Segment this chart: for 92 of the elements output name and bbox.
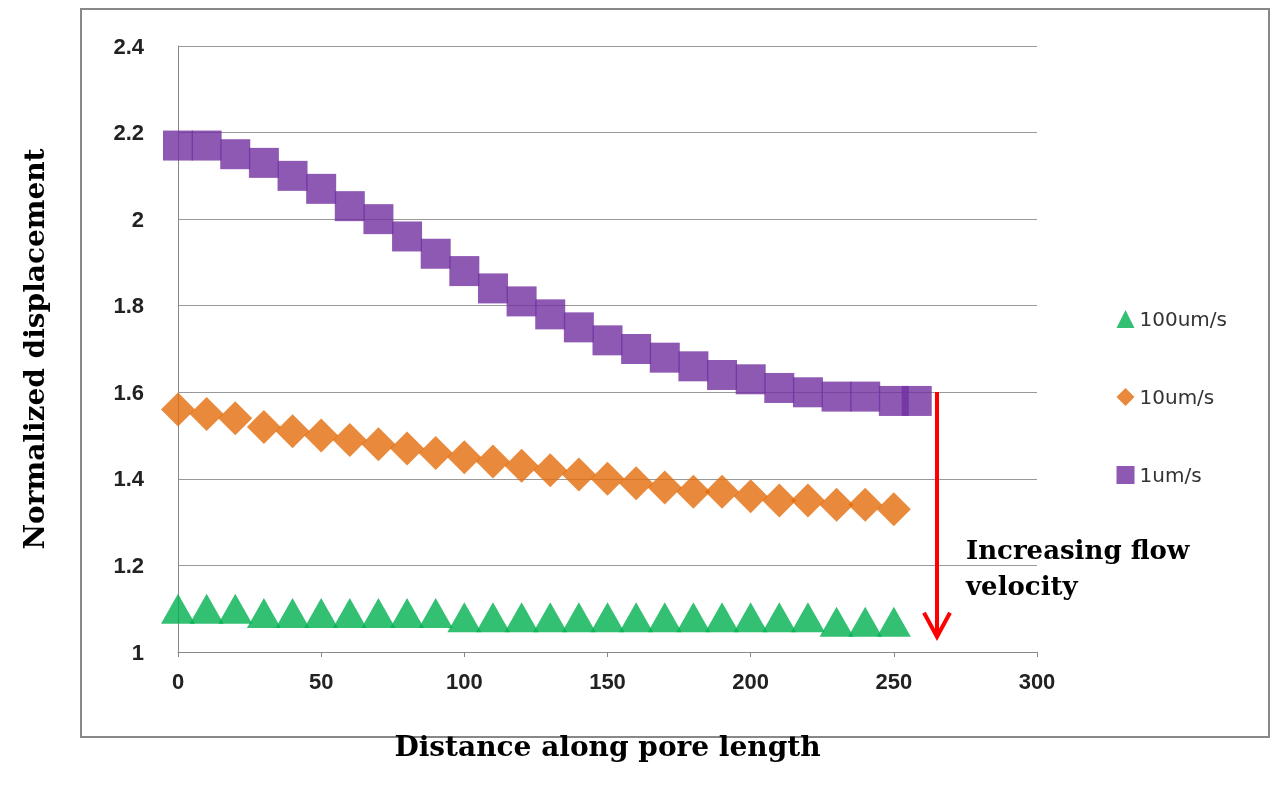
point <box>246 409 281 444</box>
point <box>563 312 594 343</box>
x-tick-label: 100 <box>445 668 483 694</box>
point <box>649 342 680 373</box>
y-tick-label: 1 <box>131 639 144 665</box>
y-tick-label: 2.2 <box>113 120 144 146</box>
x-tick-label: 250 <box>875 668 913 694</box>
x-tick-label: 150 <box>589 668 626 694</box>
point <box>848 487 883 522</box>
point <box>561 602 596 633</box>
point <box>819 487 854 522</box>
point <box>334 191 365 222</box>
point <box>733 602 768 633</box>
point <box>535 299 566 330</box>
point <box>876 606 911 637</box>
y-tick-label: 1.8 <box>113 293 144 319</box>
point <box>246 598 281 629</box>
annotation: Increasing flow velocity <box>966 534 1191 603</box>
point <box>676 474 711 509</box>
point <box>790 602 825 633</box>
point <box>533 453 568 488</box>
point <box>447 440 482 475</box>
x-tick-label: 200 <box>732 668 770 694</box>
point <box>504 448 539 483</box>
point <box>418 598 453 629</box>
legend-label: 1um/s <box>1139 463 1202 487</box>
y-axis-title: Normalized displacement <box>17 148 51 550</box>
legend-label: 100um/s <box>1139 307 1228 331</box>
point <box>191 130 222 161</box>
point <box>161 392 195 427</box>
point <box>821 381 852 412</box>
x-tick-label: 300 <box>1018 668 1056 694</box>
point <box>592 325 623 356</box>
point <box>676 602 711 633</box>
y-tick-label: 1.2 <box>113 552 144 578</box>
point <box>901 385 932 416</box>
point <box>332 598 367 629</box>
point <box>850 381 881 412</box>
point <box>449 256 480 287</box>
point <box>647 470 682 505</box>
y-tick-label: 2 <box>131 206 144 232</box>
point <box>590 602 625 633</box>
y-tick-label: 1.4 <box>113 466 145 492</box>
point <box>762 602 797 633</box>
point <box>218 401 253 436</box>
point <box>418 435 453 470</box>
point <box>619 466 654 501</box>
point <box>332 422 367 457</box>
point <box>475 444 510 479</box>
point <box>621 334 652 364</box>
point <box>876 492 911 527</box>
y-tick-label: 1.6 <box>113 379 144 405</box>
point <box>447 602 482 633</box>
point <box>477 273 508 304</box>
point <box>707 359 738 390</box>
point <box>792 377 823 408</box>
point <box>504 602 539 633</box>
point <box>277 160 308 191</box>
x-axis-title: Distance along pore length <box>394 729 821 763</box>
point <box>647 602 682 633</box>
x-tick-label: 50 <box>308 668 334 694</box>
point <box>248 147 279 178</box>
point <box>561 457 596 492</box>
point <box>390 431 425 466</box>
point <box>733 479 768 514</box>
legend-label: 10um/s <box>1139 385 1215 409</box>
point <box>275 598 310 629</box>
point <box>361 598 396 629</box>
point <box>306 173 337 204</box>
point <box>163 130 193 161</box>
point <box>420 238 451 269</box>
point <box>363 204 394 235</box>
point <box>304 418 339 453</box>
point <box>790 483 825 518</box>
point <box>275 414 310 449</box>
point <box>189 593 224 624</box>
point <box>735 364 766 395</box>
point <box>161 593 195 624</box>
point <box>392 221 423 252</box>
point <box>705 474 740 509</box>
point <box>764 372 795 403</box>
point <box>590 461 625 496</box>
point <box>220 139 251 170</box>
point <box>475 602 510 633</box>
x-tick-label: 0 <box>171 668 185 694</box>
point <box>506 286 537 317</box>
point <box>218 593 253 624</box>
point <box>189 396 224 431</box>
point <box>361 427 396 462</box>
point <box>678 351 709 382</box>
point <box>819 606 854 637</box>
y-tick-label: 2.4 <box>113 33 145 59</box>
